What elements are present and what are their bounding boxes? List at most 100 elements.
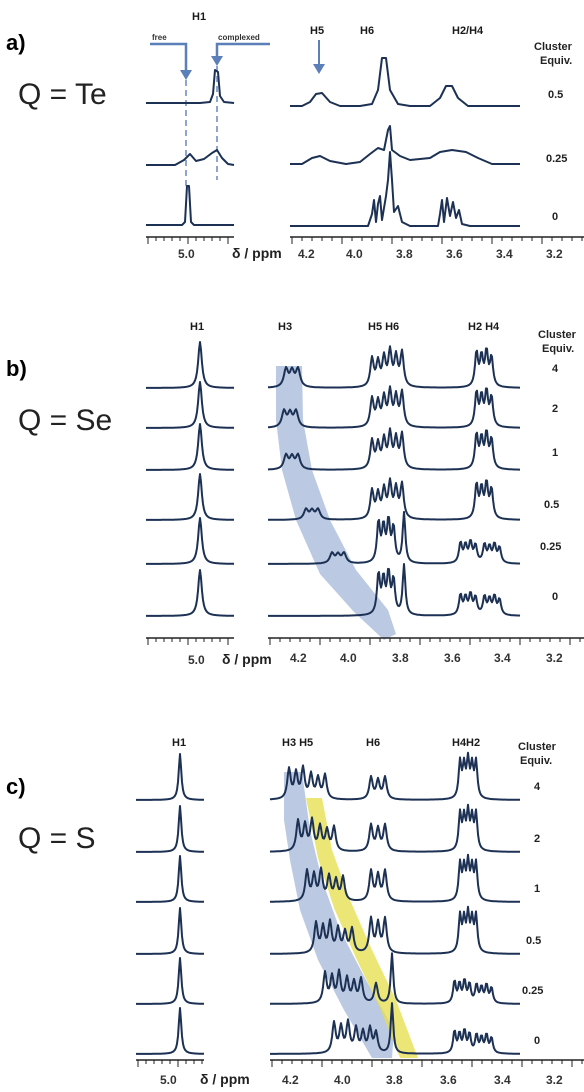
equiv-value: 0.5 — [526, 935, 541, 947]
tick-label: 3.2 — [546, 247, 563, 261]
spectrum-trace — [270, 905, 520, 955]
equiv-header: Equiv. — [520, 755, 552, 767]
equiv-header: Cluster — [518, 741, 557, 753]
equiv-value: 2 — [534, 833, 540, 845]
tick-label: 4.0 — [340, 651, 357, 665]
axis-title: δ / ppm — [200, 1071, 250, 1087]
tick-label: 4.2 — [282, 1073, 299, 1087]
peak-label-h3: H3 — [278, 321, 292, 333]
equiv-value: 0.5 — [548, 89, 563, 101]
spectrum-trace — [146, 341, 234, 389]
peak-label-h2-h4: H2/H4 — [452, 25, 484, 37]
spectrum-trace — [270, 952, 520, 1005]
axis-ticks — [147, 237, 583, 244]
peak-label-h4-h2: H4H2 — [452, 737, 480, 749]
spectrum-trace — [136, 753, 204, 801]
tick-label: 5.0 — [160, 1073, 177, 1087]
spectrum-trace — [270, 853, 520, 903]
equiv-header: Equiv. — [542, 343, 574, 355]
equiv-value: 4 — [534, 781, 541, 793]
complexed-bracket — [215, 42, 270, 58]
annotation-complexed: complexed — [218, 33, 260, 42]
panel-letter: b) — [6, 356, 27, 381]
equiv-header: Equiv. — [540, 55, 572, 67]
peak-label-h2-h4: H2 H4 — [468, 321, 500, 333]
spectrum-trace — [270, 1002, 520, 1055]
arrow-down-icon — [211, 56, 223, 66]
tick-label: 4.0 — [346, 247, 363, 261]
panel-a: a) Q = Te H1 free complexed H5 H6 H2/H4 … — [6, 11, 584, 261]
trace-group — [136, 751, 520, 1055]
spectrum-trace — [146, 423, 234, 471]
equiv-value: 1 — [552, 447, 558, 459]
peak-label-h6: H6 — [360, 25, 374, 37]
peak-label-h1: H1 — [190, 321, 204, 333]
free-bracket — [150, 42, 188, 74]
axis-title: δ / ppm — [222, 651, 272, 667]
spectrum-trace — [136, 957, 204, 1005]
spectrum-trace — [146, 149, 235, 166]
equiv-value: 0.25 — [522, 985, 543, 997]
tick-label: 5.0 — [178, 247, 195, 261]
spectrum-trace — [267, 427, 520, 471]
spectrum-trace — [146, 381, 234, 429]
tick-label: 3.8 — [396, 247, 413, 261]
annotation-free: free — [152, 33, 167, 42]
equiv-value: 0.5 — [544, 499, 559, 511]
axis-ticks — [137, 1060, 583, 1067]
arrow-down-icon — [313, 64, 325, 74]
tick-label: 3.4 — [494, 651, 511, 665]
peak-label-h5-h6: H5 H6 — [368, 321, 399, 333]
tick-label: 5.0 — [188, 653, 205, 667]
tick-label: 3.2 — [546, 1073, 563, 1087]
peak-label-h1: H1 — [172, 737, 186, 749]
spectrum-trace — [146, 517, 234, 565]
tick-label: 4.2 — [290, 651, 307, 665]
spectrum-trace — [136, 907, 204, 955]
trace-group — [146, 341, 521, 617]
shift-band-h3 — [284, 772, 394, 1058]
q-label: Q = Te — [18, 78, 107, 111]
spectrum-trace — [290, 151, 520, 227]
spectrum-trace — [269, 751, 520, 801]
equiv-value: 2 — [552, 403, 558, 415]
spectrum-trace — [146, 69, 235, 104]
spectrum-trace — [268, 563, 521, 617]
tick-label: 4.2 — [298, 247, 315, 261]
tick-label: 3.4 — [496, 247, 513, 261]
equiv-header: Cluster — [534, 41, 573, 53]
panel-letter: c) — [6, 774, 26, 799]
q-label: Q = Se — [18, 404, 112, 437]
spectrum-trace — [269, 803, 520, 853]
spectrum-trace — [136, 1007, 204, 1055]
panel-b: b) Q = Se H1 H3 H5 H6 H2 H4 Cluster Equi… — [6, 321, 584, 667]
peak-label-h5: H5 — [310, 25, 324, 37]
tick-label: 4.0 — [334, 1073, 351, 1087]
spectrum-trace — [290, 125, 520, 165]
equiv-header: Cluster — [538, 329, 577, 341]
spectrum-trace — [268, 510, 521, 565]
tick-label: 3.6 — [444, 651, 461, 665]
spectrum-trace — [290, 57, 520, 107]
peak-label-h1: H1 — [192, 11, 206, 23]
spectrum-trace — [268, 477, 520, 521]
tick-label: 3.8 — [392, 651, 409, 665]
tick-label: 3.2 — [546, 651, 563, 665]
equiv-value: 0 — [552, 211, 558, 223]
axis-title: δ / ppm — [232, 245, 282, 261]
equiv-value: 0.25 — [540, 541, 561, 553]
peak-label-h6: H6 — [366, 737, 380, 749]
spectrum-trace — [146, 569, 234, 617]
equiv-value: 1 — [534, 883, 540, 895]
equiv-value: 0 — [534, 1035, 540, 1047]
spectrum-trace — [146, 185, 234, 226]
spectrum-trace — [267, 385, 520, 429]
equiv-value: 0 — [552, 591, 558, 603]
tick-label: 3.6 — [446, 247, 463, 261]
spectrum-trace — [136, 855, 204, 903]
q-label: Q = S — [18, 822, 96, 855]
spectrum-trace — [146, 473, 234, 521]
spectrum-trace — [136, 805, 204, 853]
panel-letter: a) — [6, 30, 26, 55]
